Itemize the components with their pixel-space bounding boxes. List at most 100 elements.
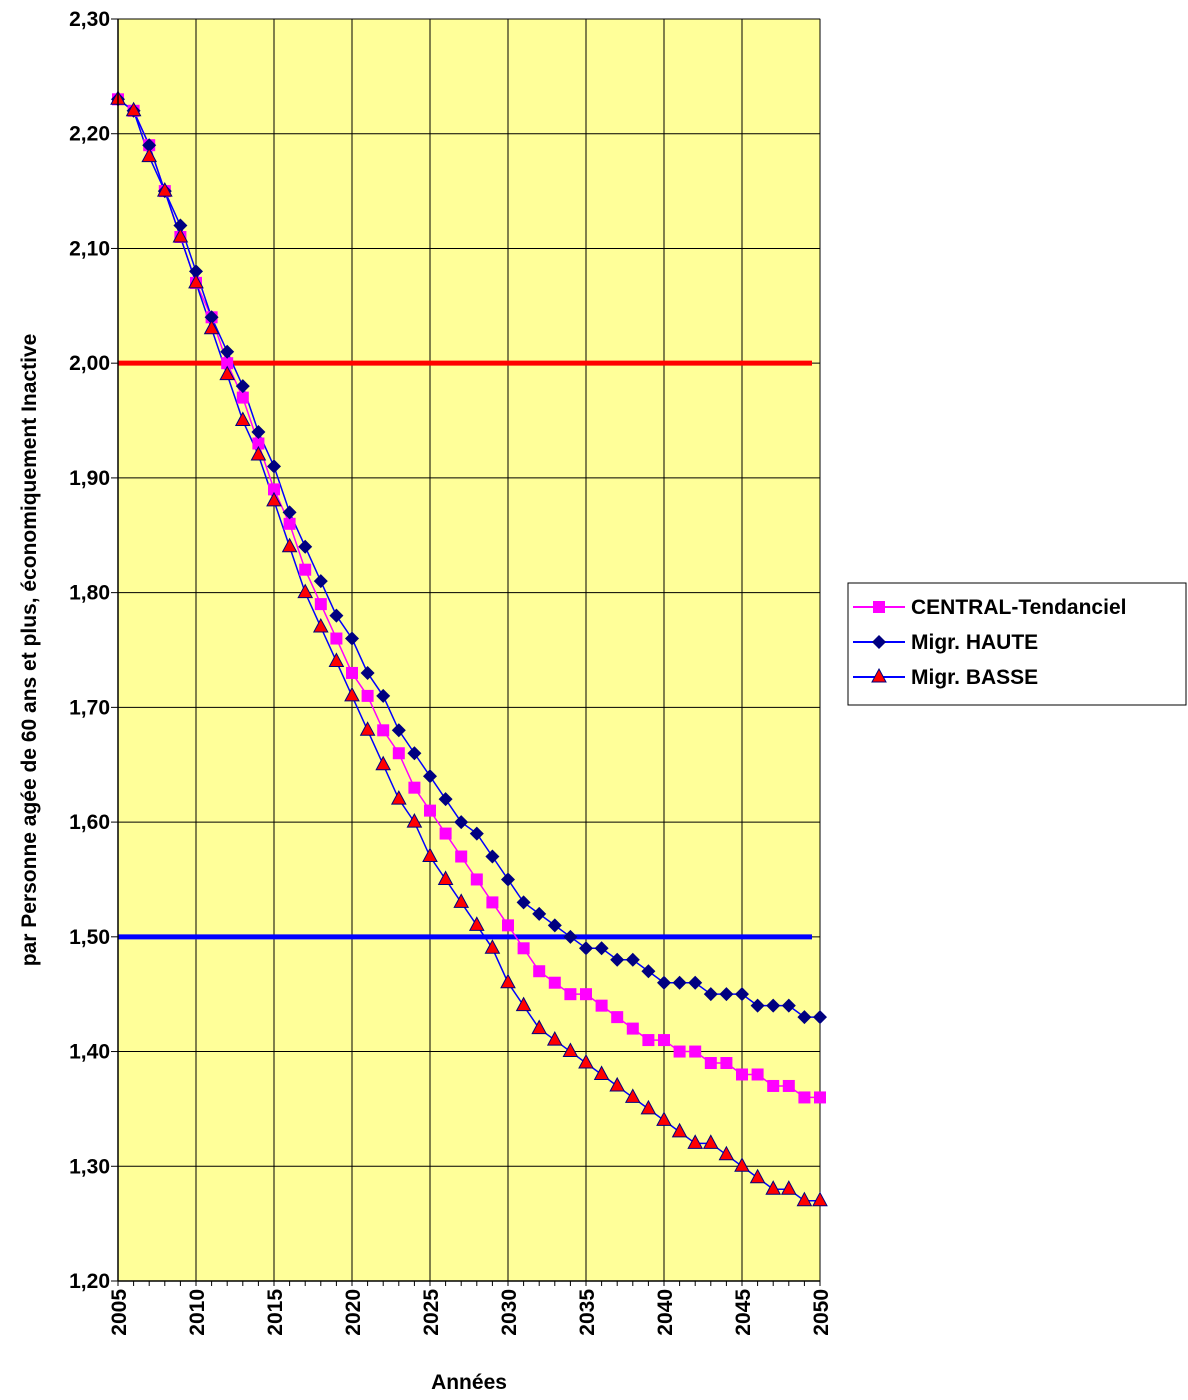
marker-diamond [501,872,515,887]
legend-label: Migr. HAUTE [911,631,1038,654]
marker-diamond [641,964,656,979]
marker-diamond [532,906,547,921]
marker-triangle [640,1099,657,1115]
marker-triangle [593,1065,610,1080]
marker-triangle [203,319,220,335]
marker-diamond [750,998,765,1013]
y-tick-label: 2,30 [69,8,110,31]
marker-triangle [281,537,298,553]
marker-diamond [251,425,266,440]
marker-diamond [672,975,687,990]
marker-triangle [515,996,532,1012]
marker-square [611,1011,624,1024]
y-tick-label: 1,80 [69,582,110,605]
marker-diamond [204,310,219,325]
marker-diamond [469,826,484,841]
marker-diamond [454,815,469,830]
marker-square [283,517,296,530]
marker-square [673,1045,686,1058]
x-tick-label: 2025 [420,1289,443,1336]
y-tick-label: 2,00 [69,352,110,375]
marker-square [408,781,421,794]
marker-square [751,1068,764,1081]
marker-triangle [125,101,142,117]
marker-square [626,1022,639,1035]
plot-area [117,18,821,1282]
x-axis-title: Années [431,1371,507,1394]
marker-diamond [516,895,531,910]
marker-diamond [438,792,453,807]
marker-triangle [812,1191,828,1207]
marker-diamond [610,952,625,967]
marker-diamond [781,998,796,1013]
marker-triangle [172,227,189,243]
x-tick-label: 2045 [732,1289,755,1336]
marker-square [548,976,561,989]
marker-triangle [344,686,360,702]
marker-square [689,1045,702,1058]
marker-diamond [485,849,500,864]
y-tick-label: 1,30 [69,1155,110,1178]
marker-square [642,1034,655,1047]
marker-square [517,942,530,955]
marker-square [377,724,390,737]
marker-diamond [797,1010,812,1025]
marker-triangle [453,893,470,908]
marker-triangle [234,411,251,427]
marker-diamond [703,987,718,1002]
marker-triangle [375,755,392,771]
y-tick-label: 1,60 [69,811,110,834]
marker-square [736,1068,748,1081]
marker-diamond [719,987,734,1002]
marker-triangle [871,667,887,683]
marker-triangle [422,847,438,863]
marker-square [767,1079,780,1092]
marker-square [346,666,358,679]
x-tick-label: 2015 [264,1289,287,1336]
marker-square [782,1079,795,1092]
marker-square [236,391,249,404]
marker-triangle [390,790,407,805]
marker-diamond [872,635,886,649]
marker-triangle [312,617,329,633]
series-line-2 [117,98,820,1202]
marker-triangle [702,1134,719,1149]
marker-diamond [313,574,328,589]
marker-diamond [407,746,422,761]
marker-triangle [780,1180,797,1195]
y-tick-label: 1,90 [69,467,110,490]
marker-square [873,601,885,613]
marker-square [361,689,374,702]
marker-square [658,1034,670,1047]
marker-diamond [579,941,593,956]
marker-triangle [531,1019,548,1035]
marker-triangle [500,973,516,989]
y-tick-label: 1,20 [69,1270,110,1293]
marker-diamond [360,665,375,680]
marker-triangle [266,491,282,507]
marker-square [392,747,405,760]
marker-triangle [484,939,501,954]
marker-diamond [173,218,188,233]
marker-diamond [282,505,297,520]
marker-diamond [735,987,749,1002]
marker-diamond [563,929,578,944]
x-tick-label: 2020 [342,1289,365,1336]
marker-square [439,827,452,840]
x-tick-label: 2030 [498,1289,521,1336]
marker-triangle [687,1134,704,1149]
legend-label: CENTRAL-Tendanciel [911,596,1126,619]
marker-triangle [718,1145,735,1161]
marker-square [798,1091,811,1104]
x-tick-label: 2005 [108,1289,131,1336]
marker-square [486,896,499,909]
marker-triangle [734,1157,750,1172]
reference-lines [118,360,812,940]
marker-triangle [328,652,345,667]
marker-square [533,965,546,978]
series-line-1 [117,98,820,1018]
marker-diamond [547,918,562,933]
x-tick-label: 2010 [186,1289,209,1336]
